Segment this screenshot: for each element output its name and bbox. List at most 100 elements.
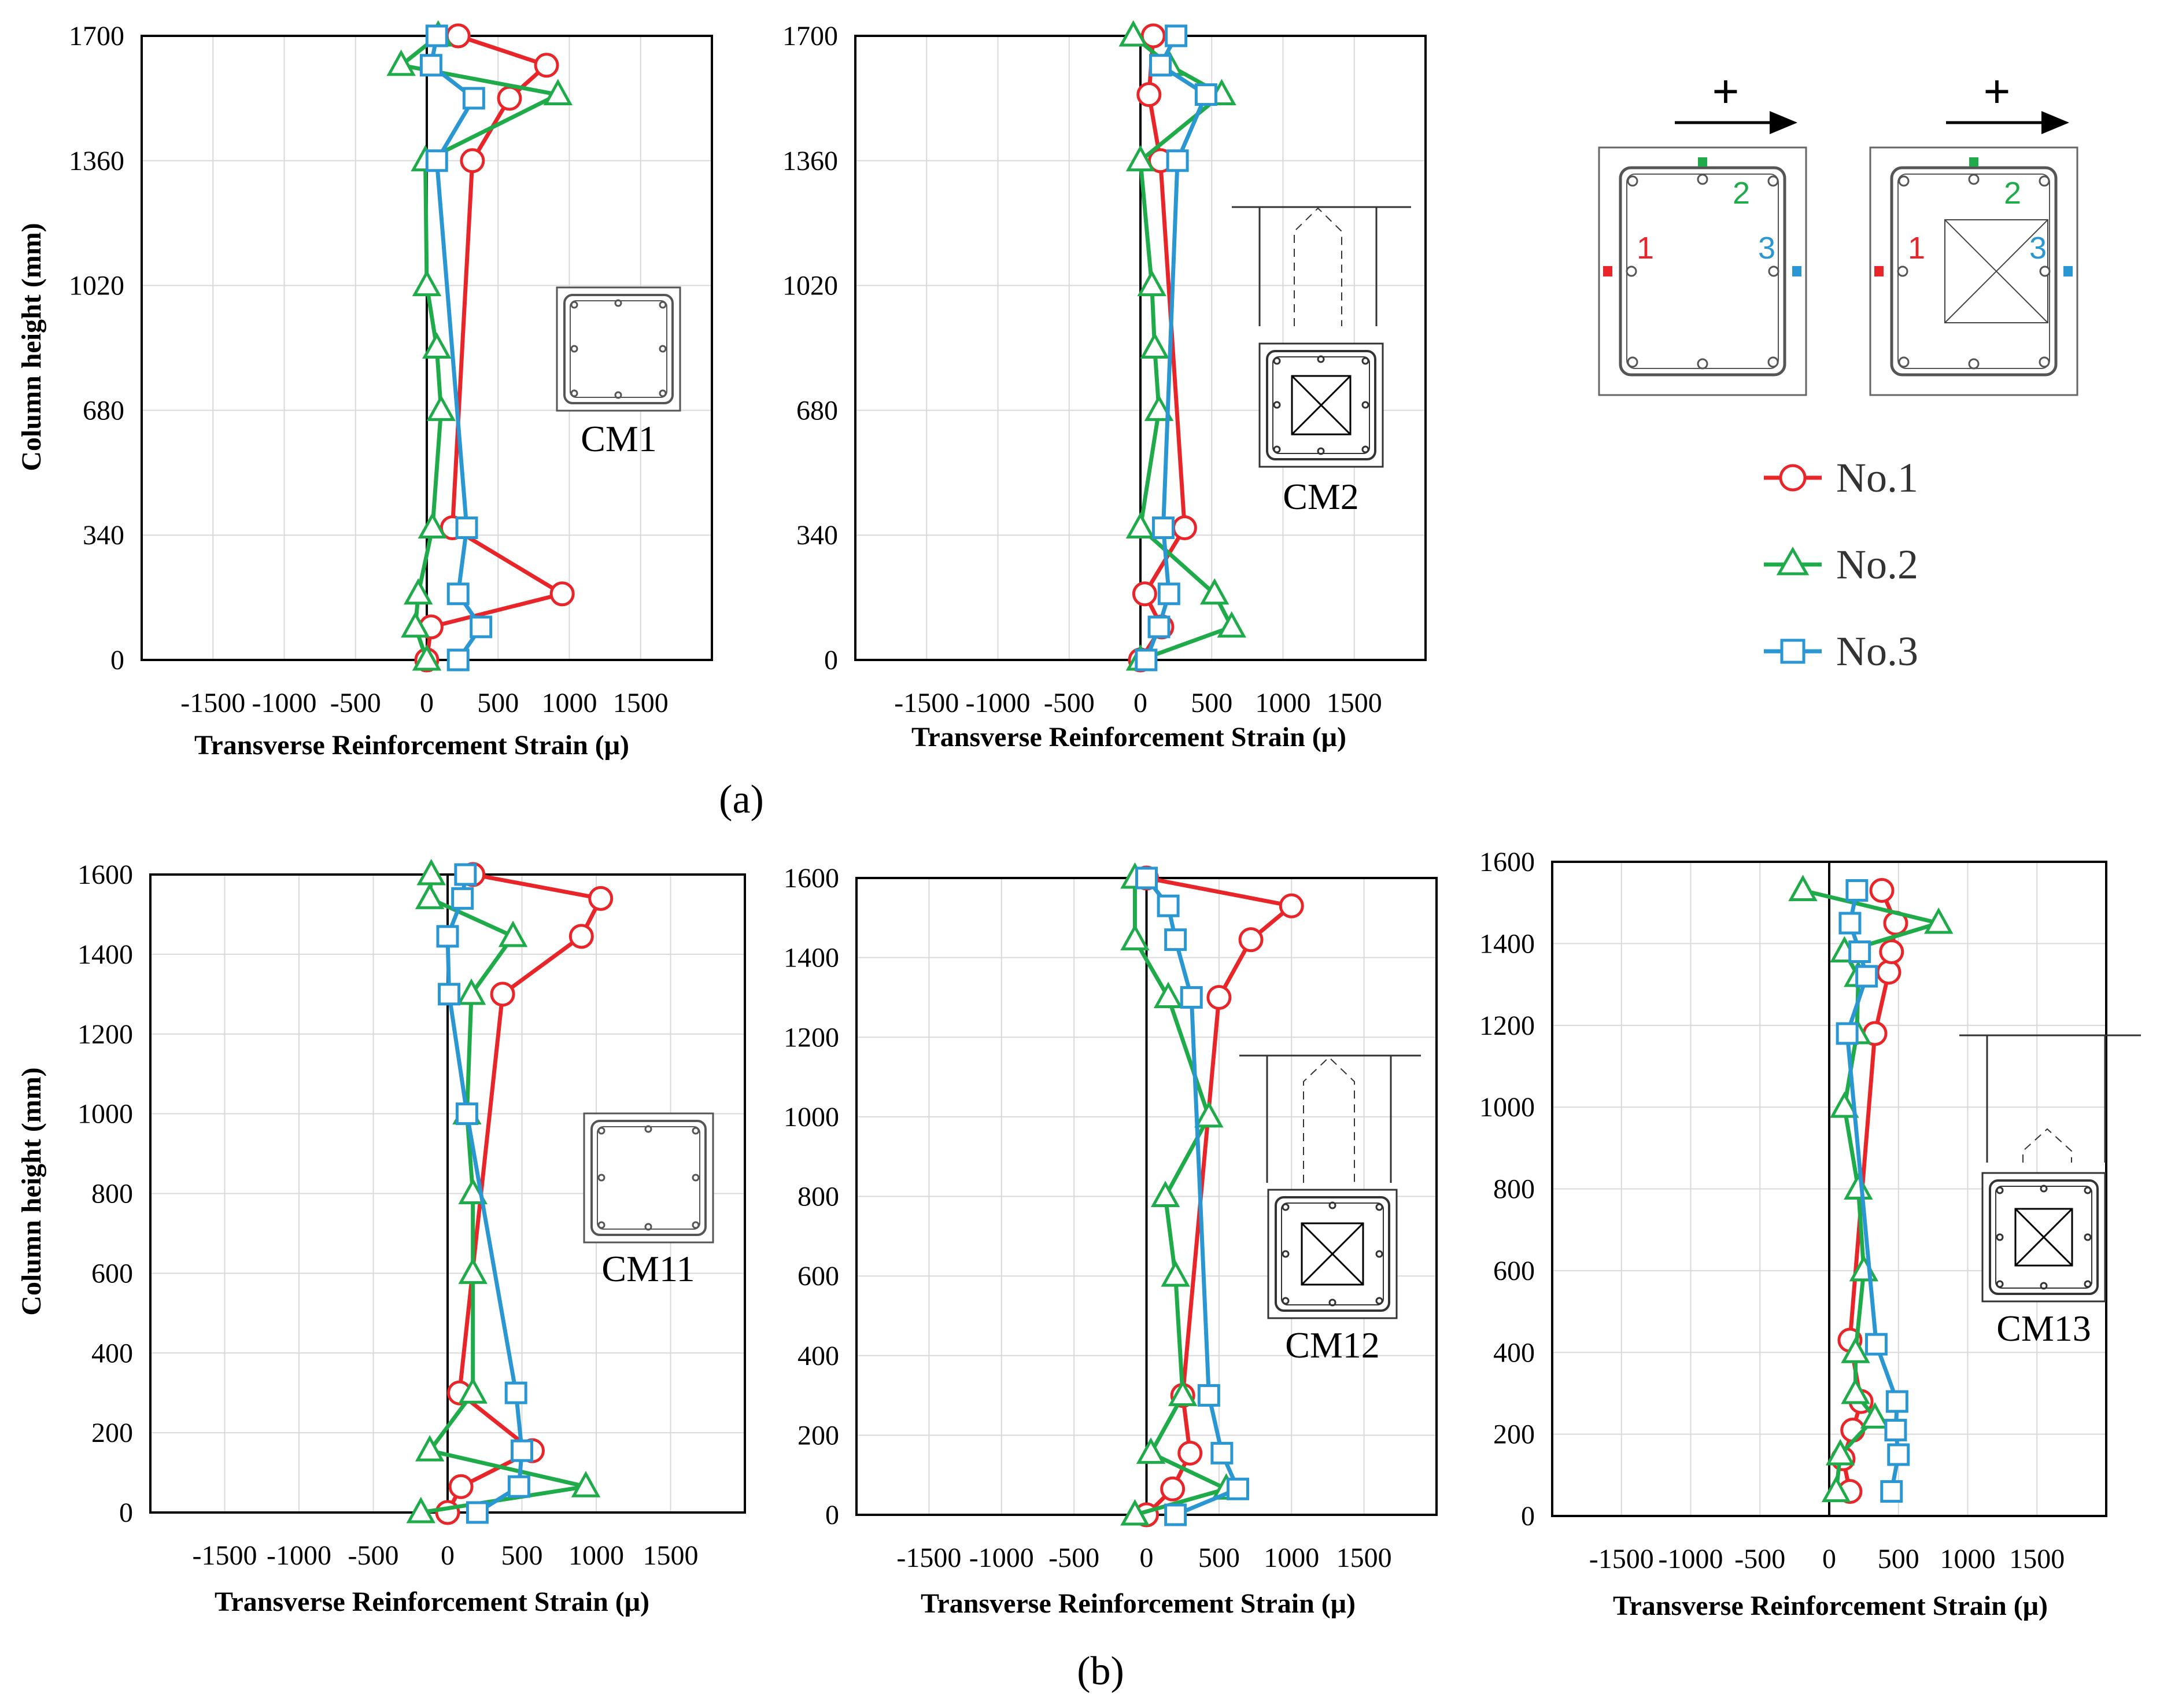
y-tick-label: 1020	[69, 271, 124, 301]
y-tick-label: 680	[796, 395, 838, 426]
data-point	[1838, 912, 1862, 935]
y-tick-label: 600	[1493, 1256, 1535, 1286]
y-tick-label: 200	[1493, 1419, 1535, 1450]
gauge-3-label: 3	[2029, 231, 2047, 265]
series-line-no2	[1132, 878, 1228, 1517]
data-point	[412, 270, 442, 297]
y-tick-label: 200	[91, 1418, 133, 1448]
data-point	[426, 394, 456, 421]
x-tick-label: -1500	[1589, 1544, 1654, 1574]
data-point	[1848, 940, 1871, 964]
data-point	[1161, 1260, 1190, 1287]
data-point	[1206, 984, 1232, 1010]
data-point	[1855, 965, 1878, 988]
data-point	[456, 978, 486, 1005]
section-icon	[583, 1112, 714, 1244]
data-point	[386, 49, 416, 76]
data-point	[425, 149, 448, 172]
y-tick-label: 340	[796, 520, 838, 551]
gauge-1-label: 1	[1637, 231, 1654, 265]
y-tick-label: 400	[1493, 1337, 1535, 1368]
data-point	[1140, 332, 1169, 359]
data-point	[1151, 517, 1175, 540]
data-point	[1137, 270, 1166, 297]
data-point	[415, 883, 445, 909]
data-point	[1135, 648, 1158, 672]
data-point	[549, 581, 575, 607]
data-point	[1164, 928, 1187, 951]
data-point	[1876, 960, 1901, 985]
chart-title: CM13	[1996, 1308, 2091, 1349]
y-tick-label: 0	[110, 645, 124, 676]
data-point	[1836, 1022, 1859, 1045]
data-point	[1885, 1390, 1908, 1413]
data-point	[1238, 927, 1264, 953]
y-tick-label: 1600	[784, 863, 839, 894]
x-tick-label: 1500	[1327, 688, 1382, 718]
y-tick-label: 0	[824, 645, 838, 676]
x-tick-label: 0	[1133, 688, 1147, 718]
x-tick-label: -1000	[966, 688, 1031, 718]
data-point	[1150, 1181, 1180, 1207]
series-line-no1	[424, 34, 564, 661]
data-point	[470, 615, 493, 639]
chart-cm1: 0 340 680 1020 1360 1700 -1500 -1000 -500 0 500 10…	[16, 20, 713, 761]
data-point	[462, 87, 485, 110]
gauge-2-marker	[1698, 157, 1707, 167]
y-tick-label: 0	[119, 1497, 133, 1528]
x-tick-label: 0	[1140, 1543, 1154, 1573]
y-tick-label: 1700	[69, 21, 124, 51]
data-point	[1923, 907, 1954, 934]
data-point	[1830, 1091, 1859, 1118]
x-tick-label: -500	[348, 1540, 399, 1571]
data-point	[497, 86, 522, 111]
x-tick-label: 500	[477, 688, 519, 718]
y-tick-label: 800	[91, 1179, 133, 1209]
y-tick-label: 1200	[1479, 1010, 1535, 1041]
y-tick-label: 1360	[69, 146, 124, 176]
data-point	[1153, 982, 1183, 1008]
data-point	[1841, 1377, 1870, 1404]
x-tick-label: -500	[1044, 688, 1095, 718]
data-point	[446, 648, 470, 672]
x-tick-label: 1500	[643, 1540, 699, 1571]
data-point	[543, 79, 573, 106]
data-point	[1120, 924, 1150, 951]
chart-cm13: 0 200 400 600 800 1000 1200 1400 1600 -1500 -1000…	[1479, 847, 2141, 1621]
x-tick-label: -1500	[896, 1543, 961, 1573]
x-tick-label: 1000	[1256, 688, 1311, 718]
data-point	[1132, 581, 1157, 607]
data-point	[1197, 1384, 1220, 1407]
chart-cm2: 0 340 680 1020 1360 1700 -1500 -1000 -500 0 500 10…	[782, 20, 1427, 752]
x-tick-label: -1500	[193, 1540, 257, 1571]
y-tick-label: 800	[797, 1182, 839, 1212]
legend-entry-no2: No.2	[1764, 541, 1918, 588]
y-tick-label: 1000	[77, 1099, 133, 1130]
data-point	[425, 24, 448, 47]
data-point	[1840, 1418, 1866, 1443]
x-tick-label: 1000	[1940, 1544, 1996, 1574]
data-point	[1887, 1443, 1910, 1466]
data-point	[422, 332, 452, 359]
section-icon	[556, 286, 681, 412]
data-point	[448, 1474, 474, 1499]
y-axis-title: Column height (mm)	[16, 1067, 47, 1315]
y-tick-label: 1400	[77, 939, 133, 970]
data-point	[1217, 611, 1246, 638]
data-point	[1168, 1379, 1198, 1407]
data-point	[419, 54, 442, 77]
data-point	[451, 887, 474, 910]
gauge-3-label: 3	[1758, 231, 1775, 265]
x-axis-title: Transverse Reinforcement Strain (μ)	[194, 730, 629, 761]
data-point	[1841, 1337, 1870, 1363]
data-point	[571, 1471, 601, 1497]
data-point	[1845, 879, 1869, 902]
x-tick-label: 1500	[613, 688, 669, 718]
data-point	[1157, 582, 1180, 606]
data-point	[458, 1257, 488, 1284]
data-point	[1860, 1402, 1890, 1429]
gauge-1-marker	[1874, 266, 1884, 276]
data-point	[436, 925, 459, 948]
y-tick-label: 1000	[784, 1102, 839, 1132]
